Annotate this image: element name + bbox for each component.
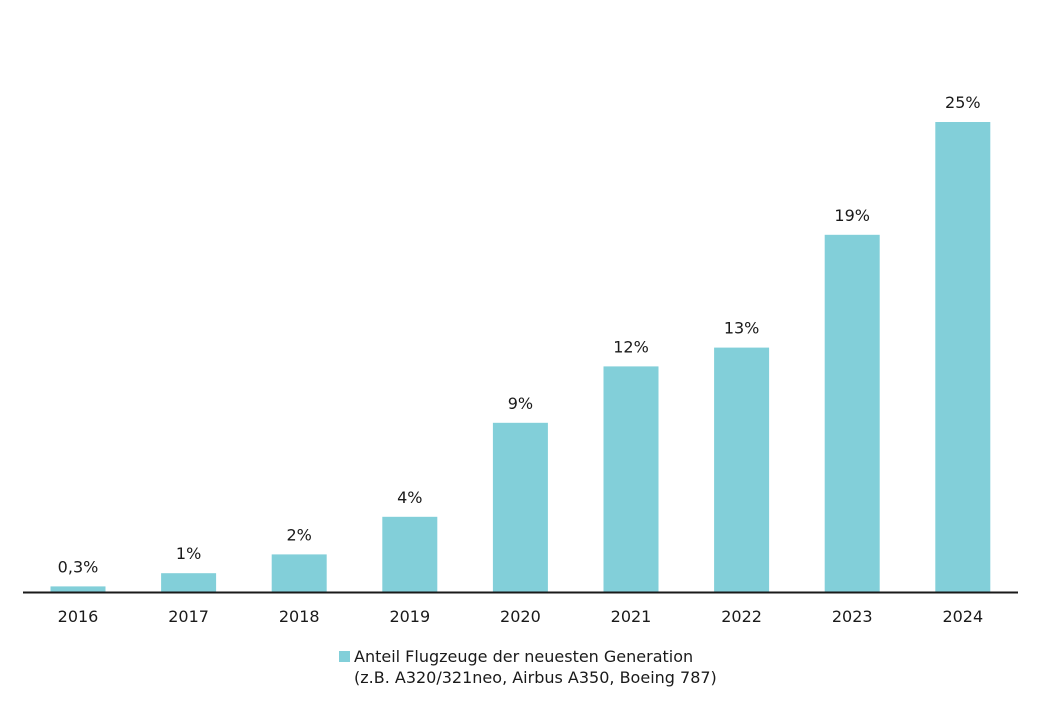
data-label-2022: 13% <box>724 319 760 338</box>
x-tick-2016: 2016 <box>58 607 99 626</box>
data-label-2019: 4% <box>397 488 422 507</box>
x-tick-2019: 2019 <box>389 607 430 626</box>
bar-2019 <box>382 516 438 592</box>
legend-label-line1: Anteil Flugzeuge der neuesten Generation <box>354 647 694 666</box>
data-label-2023: 19% <box>834 206 870 225</box>
legend-swatch <box>339 651 350 662</box>
bar-2023 <box>824 234 880 593</box>
data-label-2024: 25% <box>945 93 981 112</box>
bars-group <box>50 122 991 593</box>
data-label-2017: 1% <box>176 544 201 563</box>
legend-label-line2: (z.B. A320/321neo, Airbus A350, Boeing 7… <box>354 668 717 687</box>
bar-2022 <box>714 347 770 592</box>
bar-2020 <box>492 422 548 592</box>
data-labels-group: 0,3% 1% 2% 4% 9% 12% 13% 19% 25% <box>58 93 981 576</box>
x-tick-2022: 2022 <box>721 607 762 626</box>
x-tick-labels-group: 2016 2017 2018 2019 2020 2021 2022 2023 2024 <box>58 607 984 626</box>
legend-text: Anteil Flugzeuge der neuesten Generation… <box>354 646 717 688</box>
bar-2016 <box>50 586 106 592</box>
x-tick-2024: 2024 <box>942 607 983 626</box>
bar-2021 <box>603 366 659 592</box>
data-label-2018: 2% <box>287 525 312 544</box>
legend: Anteil Flugzeuge der neuesten Generation… <box>339 646 717 688</box>
x-tick-2020: 2020 <box>500 607 541 626</box>
x-tick-2021: 2021 <box>611 607 652 626</box>
data-label-2016: 0,3% <box>58 557 99 576</box>
bar-2024 <box>935 122 991 592</box>
x-tick-2017: 2017 <box>168 607 209 626</box>
bar-2017 <box>161 573 217 592</box>
x-tick-2023: 2023 <box>832 607 873 626</box>
data-label-2020: 9% <box>508 394 533 413</box>
data-label-2021: 12% <box>613 337 649 356</box>
x-tick-2018: 2018 <box>279 607 320 626</box>
bar-2018 <box>271 554 327 592</box>
